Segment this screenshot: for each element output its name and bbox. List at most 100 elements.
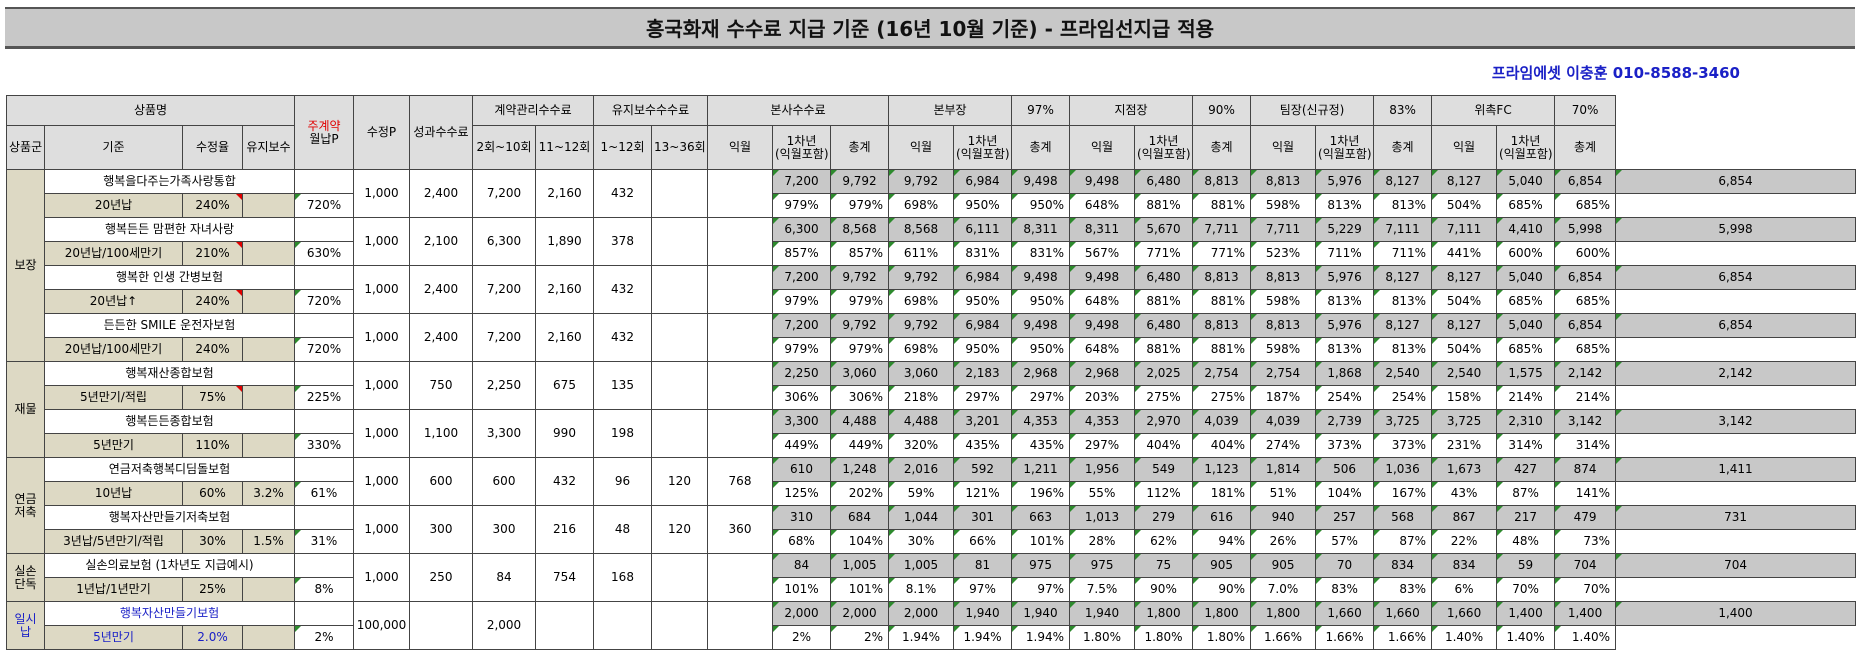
commission-value: 1,868 (1315, 361, 1375, 386)
value-cm2: 135 (593, 361, 652, 410)
commission-value: 310 (772, 505, 831, 530)
header-round-11-12: 11~12회 (535, 125, 594, 170)
commission-rate: 275% (1192, 385, 1252, 410)
commission-value: 6,984 (953, 313, 1013, 338)
commission-rate: 598% (1250, 289, 1317, 314)
commission-value: 9,792 (829, 265, 890, 290)
commission-rate: 62% (1134, 529, 1194, 554)
commission-value: 663 (1011, 505, 1071, 530)
modified-rate-cell: 60% (182, 481, 243, 506)
commission-rate: 685% (1554, 193, 1617, 218)
commission-rate: 125% (772, 481, 831, 506)
commission-rate: 83% (1373, 577, 1433, 602)
value-modp: 2,400 (409, 169, 473, 218)
value-perf: 6,300 (472, 217, 536, 266)
commission-rate: 950% (953, 337, 1013, 362)
commission-value: 1,800 (1192, 601, 1252, 626)
header-monthly-premium: 주계약 월납P (294, 95, 354, 170)
commission-rate: 449% (829, 433, 890, 458)
commission-value: 2,970 (1134, 409, 1194, 434)
product-row: 행복한 인생 간병보험 1,000 2,400 7,200 2,160 432 7,200 9… (7, 265, 1856, 314)
product-rate-row: 1년납/1년만기 25% 8% 101% 101% 8.1% 97% 97% 7.5% 90% 90… (7, 577, 1856, 602)
commission-rate: 950% (1011, 337, 1071, 362)
commission-value: 704 (1615, 553, 1856, 578)
value-modp: 600 (409, 457, 473, 506)
branch-header-first-year: 1차년 (익월포함) (1134, 125, 1194, 170)
maintenance-label: 유지보수 (246, 140, 291, 154)
commission-rate: 685% (1496, 193, 1556, 218)
value-mt1 (651, 553, 708, 602)
commission-rate: 6% (1431, 577, 1498, 602)
fc-header-next-month: 익월 (1431, 125, 1498, 170)
header-branch-rate: 90% (1192, 95, 1252, 126)
commission-value: 8,813 (1192, 313, 1252, 338)
header-round-13-36: 13~36회 (651, 125, 708, 170)
r11-12-label: 11~12회 (538, 140, 591, 154)
commission-rate: 73% (1554, 529, 1617, 554)
value-mt2: 768 (707, 457, 773, 506)
value-mt2: 360 (707, 505, 773, 554)
value-monthly: 1,000 (353, 169, 410, 218)
commission-rate: 112% (1134, 481, 1194, 506)
commission-value: 301 (953, 505, 1013, 530)
commission-rate: 648% (1069, 193, 1136, 218)
header-main-contract: 주계약 (307, 118, 341, 133)
commission-rate: 449% (772, 433, 831, 458)
commission-rate: 1.94% (888, 625, 955, 650)
commission-value: 6,854 (1615, 265, 1856, 290)
value-modp: 2,400 (409, 313, 473, 362)
commission-value: 2,000 (829, 601, 890, 626)
commission-rate: 600% (1496, 241, 1556, 266)
commission-value: 4,488 (829, 409, 890, 434)
team-total-label: 총계 (1391, 140, 1414, 154)
value-mt1 (651, 217, 708, 266)
commission-rate: 121% (953, 481, 1013, 506)
value-monthly: 1,000 (353, 409, 410, 458)
commission-rate: 66% (953, 529, 1013, 554)
criteria-cell: 10년납 (44, 481, 183, 506)
commission-value: 75 (1134, 553, 1194, 578)
product-name-spacer (294, 409, 354, 434)
product-name-spacer (294, 313, 354, 338)
commission-rate: 7.5% (1069, 577, 1136, 602)
commission-rate: 2% (829, 625, 890, 650)
commission-rate: 97% (953, 577, 1013, 602)
header-round-1-12: 1~12회 (593, 125, 652, 170)
product-name-spacer (294, 601, 354, 626)
product-name: 행복한 인생 간병보험 (44, 265, 295, 290)
commission-rate: 771% (1134, 241, 1194, 266)
division-first-year-label: 1차년 (967, 133, 998, 148)
commission-value: 1,248 (829, 457, 890, 482)
value-mt1 (651, 409, 708, 458)
maintenance-cell (242, 385, 295, 410)
commission-value: 1,411 (1615, 457, 1856, 482)
header-fc: 위촉FC (1431, 95, 1556, 126)
maintenance-cell (242, 577, 295, 602)
commission-rate: 598% (1250, 337, 1317, 362)
commission-value: 9,498 (1069, 169, 1136, 194)
commission-rate: 950% (1011, 289, 1071, 314)
value-monthly: 1,000 (353, 505, 410, 554)
product-rate-row: 20년납 240% 720% 979% 979% 698% 950% 950% 648% 881%… (7, 193, 1856, 218)
commission-value: 3,060 (829, 361, 890, 386)
product-rate-row: 20년납↑ 240% 720% 979% 979% 698% 950% 950% 648% 881… (7, 289, 1856, 314)
commission-value: 9,498 (1069, 265, 1136, 290)
commission-rate: 87% (1496, 481, 1556, 506)
modified-rate-cell: 240% (182, 193, 243, 218)
value-cm2: 432 (593, 265, 652, 314)
commission-value: 2,000 (888, 601, 955, 626)
value-monthly: 1,000 (353, 553, 410, 602)
commission-rate: 61% (294, 481, 354, 506)
team-first-year-sub-label: (익월포함) (1318, 146, 1372, 161)
header-monthly-p: 월납P (309, 131, 339, 146)
commission-value: 9,792 (829, 313, 890, 338)
division-header-next-month: 익월 (888, 125, 955, 170)
commission-rate: 297% (953, 385, 1013, 410)
header-contract-mgmt-fee: 계약관리수수료 (472, 95, 594, 126)
commission-value: 3,725 (1431, 409, 1498, 434)
hq-header-next-month: 익월 (707, 125, 773, 170)
value-cm2 (593, 601, 652, 650)
value-modp: 250 (409, 553, 473, 602)
commission-value: 9,498 (1011, 169, 1071, 194)
commission-value: 9,498 (1011, 265, 1071, 290)
